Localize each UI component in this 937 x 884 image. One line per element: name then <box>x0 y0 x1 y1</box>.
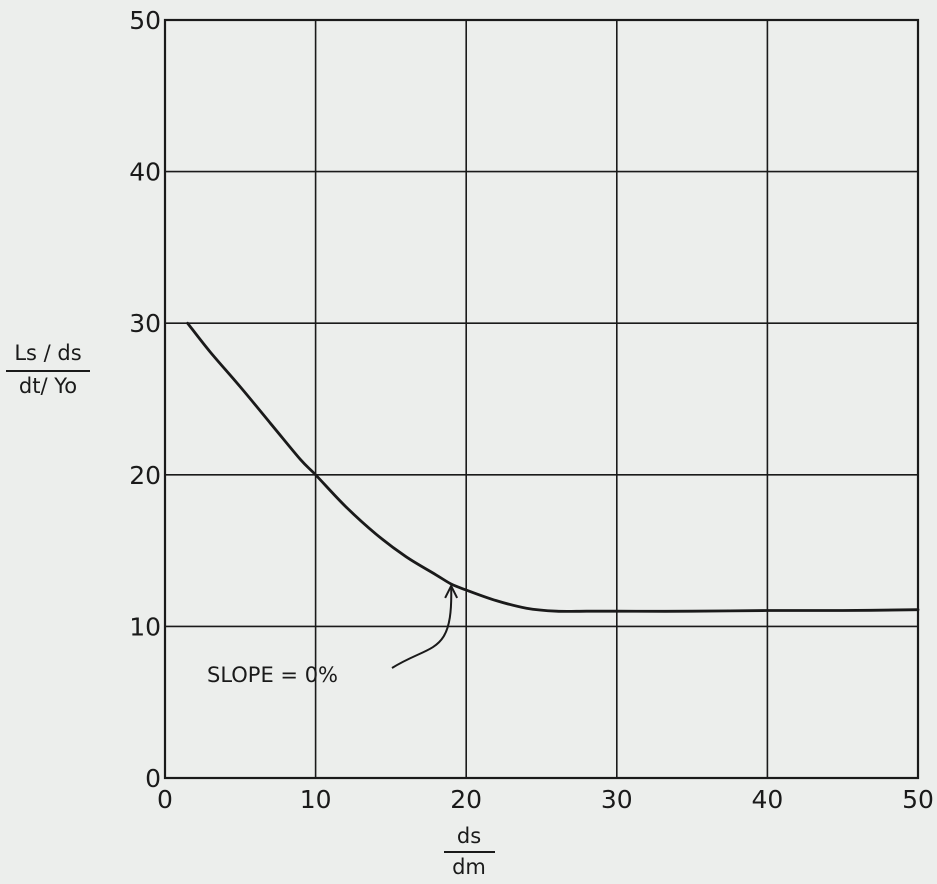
y-tick-label: 40 <box>129 158 161 187</box>
x-axis-label-numerator: ds <box>457 824 481 848</box>
x-tick-label: 50 <box>902 785 934 814</box>
y-tick-label: 20 <box>129 461 161 490</box>
x-axis-label: ds dm <box>444 824 495 879</box>
y-tick-labels: 0 10 20 30 40 50 <box>129 6 161 793</box>
slope-annotation-arrowhead <box>444 583 459 599</box>
slope-annotation: SLOPE = 0% <box>207 583 459 687</box>
y-tick-label: 50 <box>129 6 161 35</box>
y-tick-label: 0 <box>145 764 161 793</box>
x-tick-label: 30 <box>601 785 633 814</box>
grid <box>165 20 918 778</box>
slope-annotation-label: SLOPE = 0% <box>207 663 338 687</box>
series-layer <box>186 321 920 613</box>
x-tick-label: 40 <box>751 785 783 814</box>
y-tick-label: 10 <box>129 612 161 641</box>
x-tick-label: 20 <box>450 785 482 814</box>
series-line-0 <box>186 321 920 613</box>
x-tick-label: 0 <box>157 785 173 814</box>
y-axis-label: Ls / ds dt/ Yo <box>6 341 90 398</box>
y-axis-label-denominator: dt/ Yo <box>19 374 77 398</box>
x-axis-label-denominator: dm <box>452 855 486 879</box>
x-tick-labels: 0 10 20 30 40 50 <box>157 785 934 814</box>
y-axis-label-numerator: Ls / ds <box>14 341 81 365</box>
plot-frame <box>163 18 920 780</box>
slope-annotation-arrow <box>391 585 453 669</box>
y-tick-label: 30 <box>129 309 161 338</box>
x-tick-label: 10 <box>300 785 332 814</box>
